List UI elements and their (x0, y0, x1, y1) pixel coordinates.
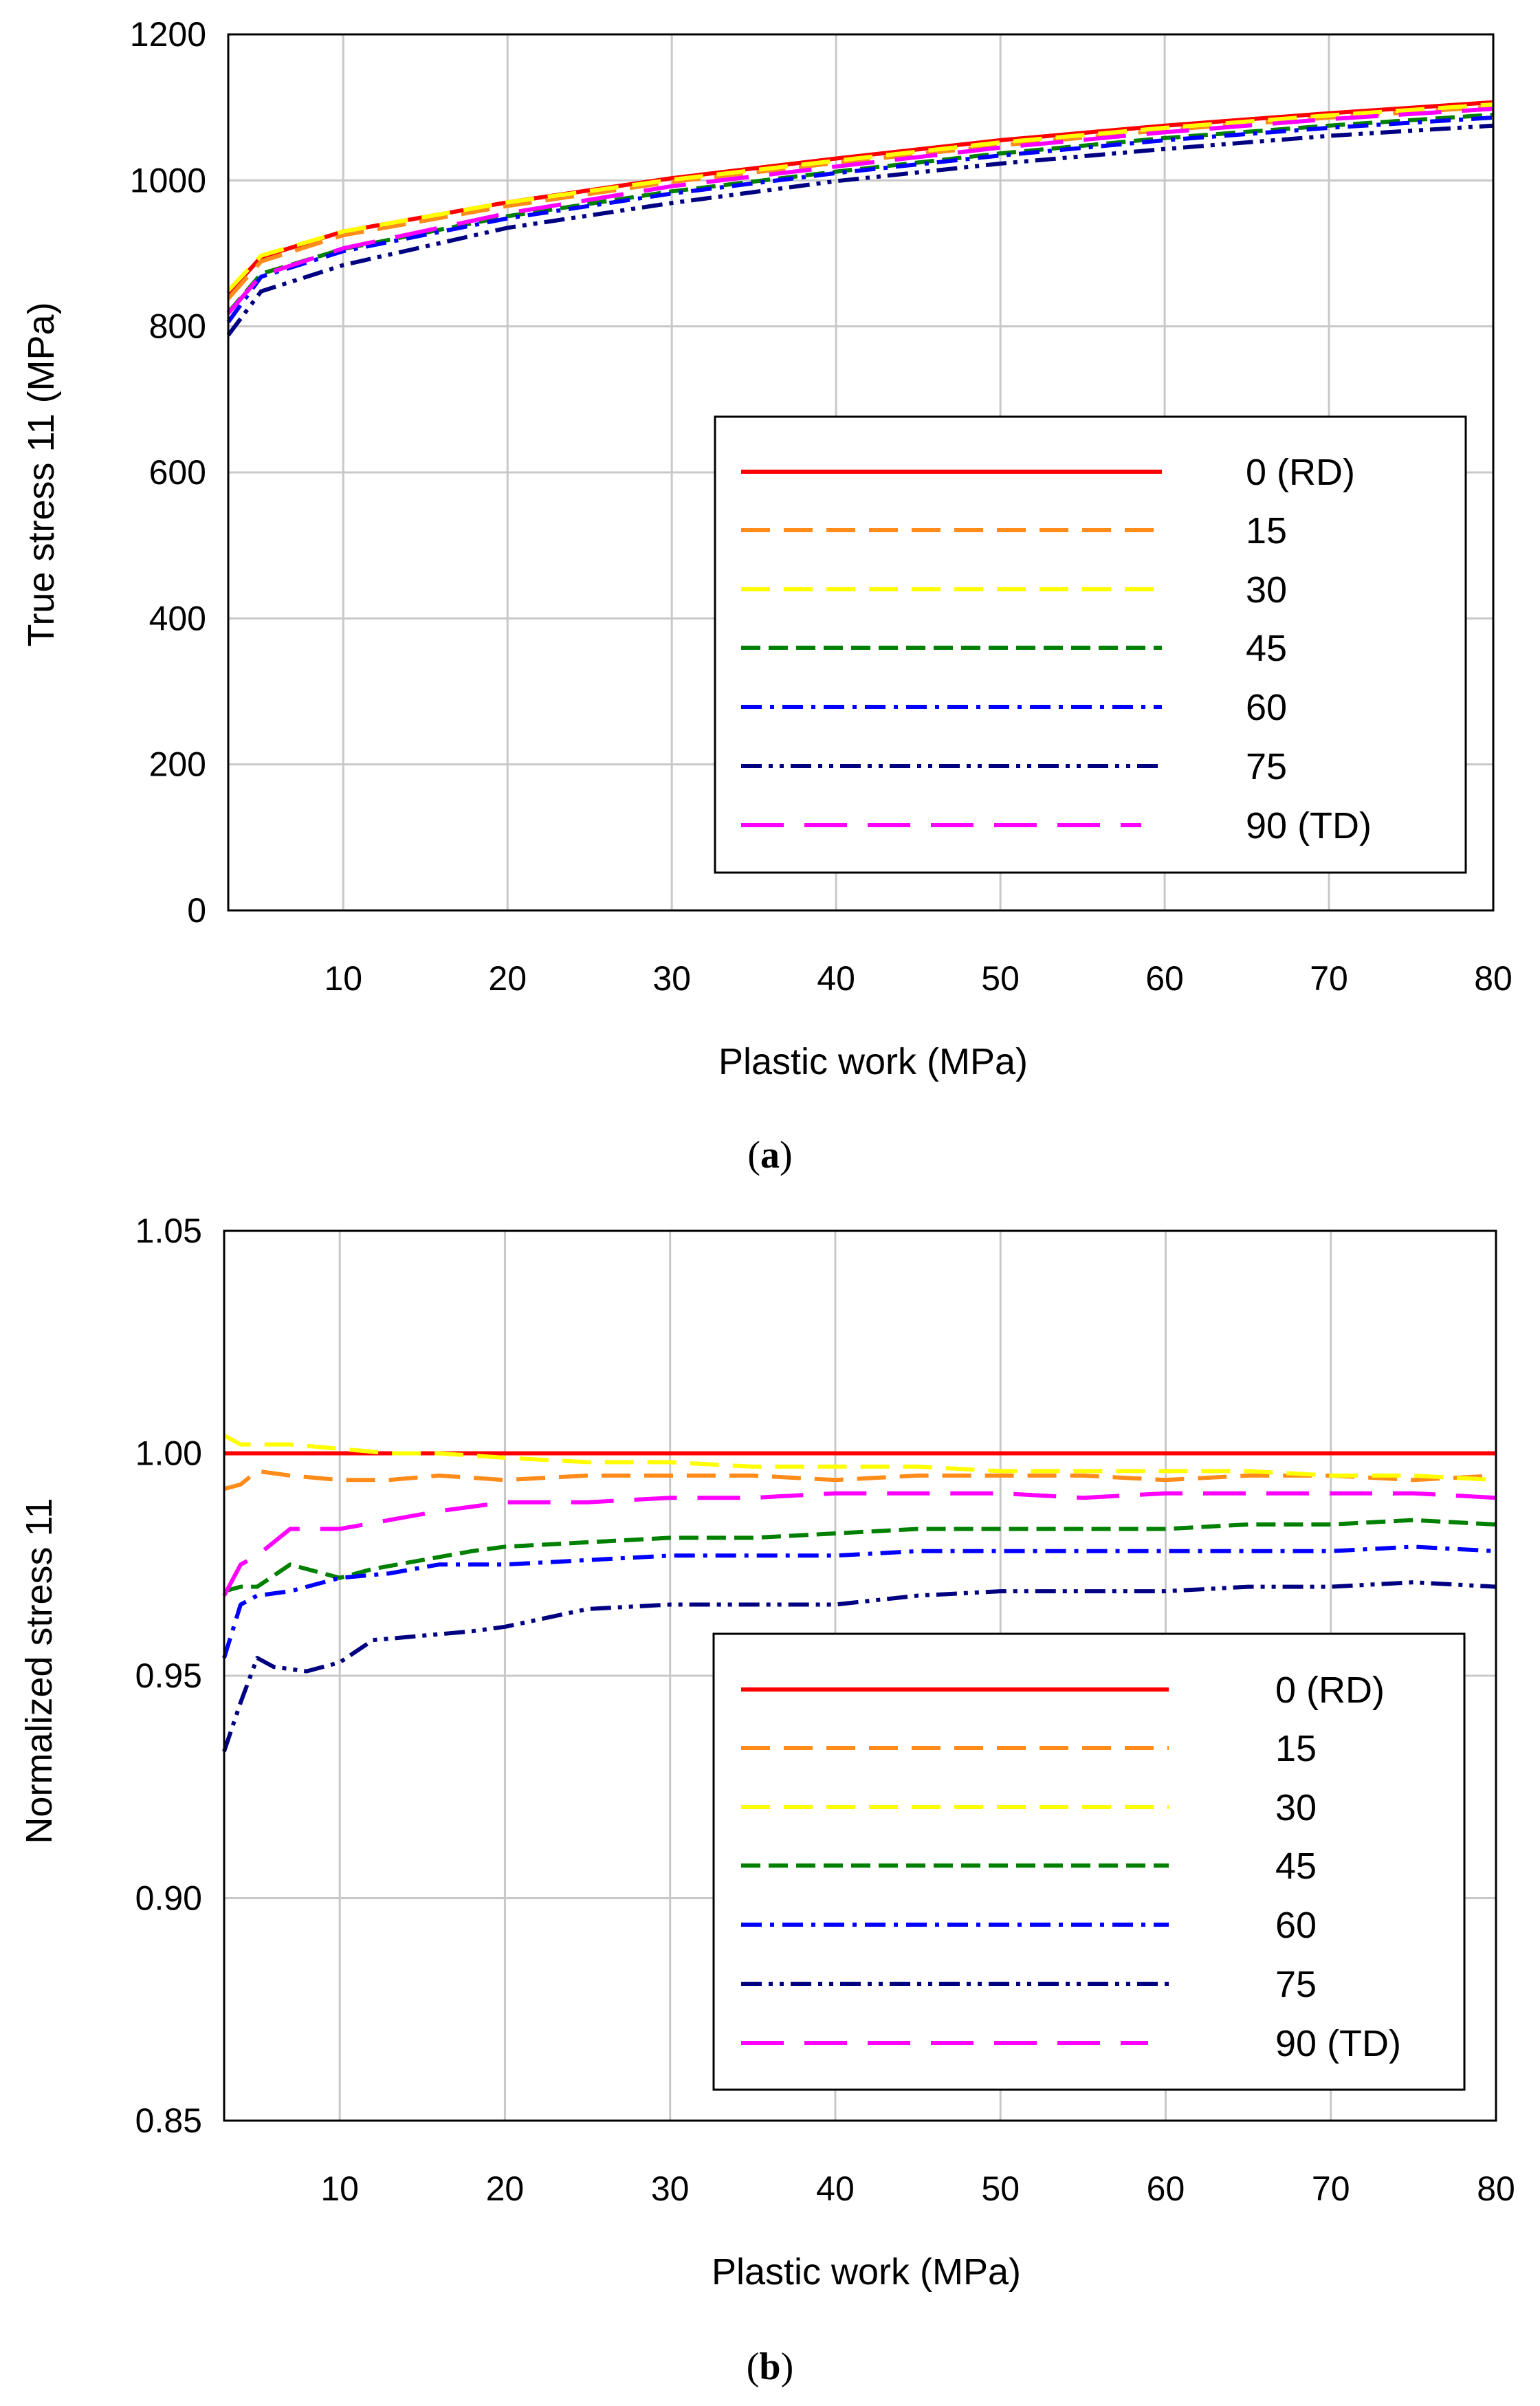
panel-a-legend-label-4: 60 (1246, 687, 1287, 728)
panel-a-y-tick-label: 800 (149, 307, 206, 346)
panel-a-y-tick-label: 0 (187, 891, 206, 930)
panel-a-y-axis-label: True stress 11 (MPa) (21, 302, 62, 646)
panel-a-x-tick-label: 50 (981, 959, 1020, 998)
panel-a-series-15 (226, 105, 1494, 300)
panel-b-y-axis-label: Normalized stress 11 (19, 1498, 60, 1844)
panel-b-x-tick-label: 20 (486, 2169, 525, 2208)
panel-b-letter: b (759, 2345, 780, 2388)
panel-a-series-0-rd (226, 100, 1494, 295)
panel-b-legend-label-5: 75 (1275, 1964, 1317, 2005)
panel-b-legend-box (712, 1632, 1466, 2091)
panel-b-x-tick-label: 60 (1147, 2169, 1185, 2208)
panel-a-series (226, 100, 1494, 337)
panel-b-legend-label-2: 30 (1275, 1787, 1317, 1828)
panel-a-x-axis-label: Plastic work (MPa) (718, 1041, 1028, 1082)
panel-a-y-tick-label: 1200 (130, 15, 206, 54)
panel-a-y-ticks: 0 200 400 600 800 1000 1200 (130, 15, 206, 930)
panel-b-x-axis-label: Plastic work (MPa) (712, 2251, 1021, 2293)
panel-b-x-tick-label: 30 (651, 2169, 690, 2208)
panel-a-legend-label-3: 45 (1246, 628, 1287, 669)
panel-a-legend-label-2: 30 (1246, 569, 1287, 611)
panel-b-y-tick-label: 0.90 (135, 1879, 202, 1918)
panel-a-legend-label-1: 15 (1246, 510, 1287, 551)
panel-b-x-tick-label: 10 (320, 2169, 359, 2208)
panel-b-series-45 (223, 1518, 1497, 1593)
panel-b-legend-label-0: 0 (RD) (1275, 1670, 1385, 1711)
panel-b-plot-frame (223, 1229, 1497, 2122)
panel-a-legend-label-5: 75 (1246, 746, 1287, 787)
panel-a-x-tick-label: 70 (1310, 959, 1348, 998)
panel-a-x-ticks: 10 20 30 40 50 60 70 80 (324, 959, 1512, 998)
panel-b-x-tick-label: 80 (1477, 2169, 1515, 2208)
panel-b-x-tick-label: 70 (1312, 2169, 1350, 2208)
panel-a-x-tick-label: 80 (1474, 959, 1512, 998)
panel-a-series-90-td (226, 107, 1494, 315)
panel-a-x-tick-label: 60 (1145, 959, 1184, 998)
panel-a-x-tick-label: 20 (488, 959, 527, 998)
panel-b-legend-label-4: 60 (1275, 1905, 1317, 1946)
panel-a-legend-box (714, 415, 1467, 874)
panel-b-y-tick-label: 1.00 (135, 1434, 202, 1473)
panel-a-plot-frame (227, 33, 1495, 912)
panel-b-caption: (b) (747, 2345, 793, 2388)
panel-a-y-tick-label: 200 (149, 745, 206, 784)
panel-a-series-45 (226, 112, 1494, 314)
panel-a-y-tick-label: 1000 (130, 161, 206, 199)
panel-a-legend: 0 (RD) 15 30 45 60 75 90 (TD) (714, 415, 1467, 874)
panel-b-x-tick-label: 40 (816, 2169, 855, 2208)
panel-b-series-30 (223, 1433, 1497, 1483)
panel-b-legend-label-3: 45 (1275, 1846, 1317, 1887)
panel-a-legend-label-0: 0 (RD) (1246, 452, 1355, 493)
panel-b-x-ticks: 10 20 30 40 50 60 70 80 (320, 2169, 1515, 2208)
panel-b-legend-label-1: 15 (1275, 1728, 1317, 1769)
panel-a-series-30 (226, 102, 1494, 292)
panel-b-chart: 0.85 0.90 0.95 1.00 1.05 10 20 30 40 50 60 70 80 No… (19, 1212, 1515, 2388)
panel-b-y-tick-label: 0.85 (135, 2101, 202, 2140)
panel-b-legend: 0 (RD) 15 30 45 60 75 90 (TD) (712, 1632, 1466, 2091)
panel-a-y-tick-label: 400 (149, 599, 206, 637)
panel-a-series-75 (226, 123, 1494, 337)
panel-a-x-tick-label: 40 (817, 959, 855, 998)
panel-b-series-90-td (222, 1491, 1497, 1597)
panel-a-x-tick-label: 30 (652, 959, 691, 998)
panel-a-caption: (a) (747, 1134, 792, 1177)
panel-b-y-ticks: 0.85 0.90 0.95 1.00 1.05 (135, 1212, 202, 2140)
panel-b-legend-label-6: 90 (TD) (1275, 2023, 1401, 2064)
panel-a-x-tick-label: 10 (324, 959, 362, 998)
panel-a-letter: a (760, 1134, 780, 1177)
panel-b-series-15 (223, 1469, 1497, 1491)
panel-b-y-tick-label: 0.95 (135, 1656, 202, 1695)
panel-a-chart: 0 200 400 600 800 1000 1200 10 20 30 40 50 60 70 80 T… (21, 15, 1512, 1177)
panel-b-x-tick-label: 50 (981, 2169, 1020, 2208)
panel-a-legend-label-6: 90 (TD) (1246, 805, 1372, 846)
panel-b-series (222, 1433, 1497, 1752)
panel-b-y-tick-label: 1.05 (135, 1212, 202, 1250)
panel-a-y-tick-label: 600 (149, 453, 206, 492)
